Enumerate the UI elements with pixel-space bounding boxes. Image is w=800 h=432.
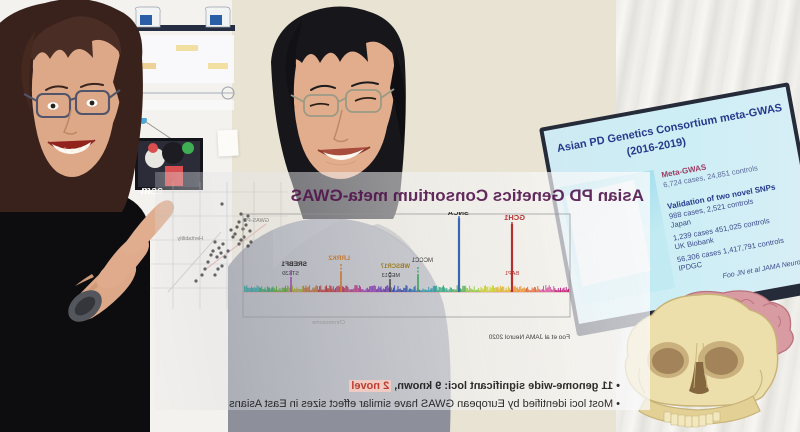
svg-text:Foo et al JAMA Neurol 2020: Foo et al JAMA Neurol 2020 [488, 334, 570, 341]
svg-text:SREBF1: SREBF1 [281, 261, 307, 268]
svg-text:SNCA: SNCA [447, 212, 469, 217]
svg-text:WBSCR17: WBSCR17 [380, 264, 410, 270]
svg-text:STK39: STK39 [282, 271, 299, 277]
svg-text:BAP1: BAP1 [505, 271, 519, 277]
svg-text:MED13: MED13 [382, 273, 400, 279]
svg-text:GCH1: GCH1 [504, 213, 525, 222]
svg-text:Chromosome: Chromosome [312, 320, 345, 326]
svg-text:Heritability: Heritability [177, 236, 203, 242]
svg-text:LRRK2: LRRK2 [328, 255, 350, 262]
svg-text:MCCC1: MCCC1 [411, 258, 433, 264]
